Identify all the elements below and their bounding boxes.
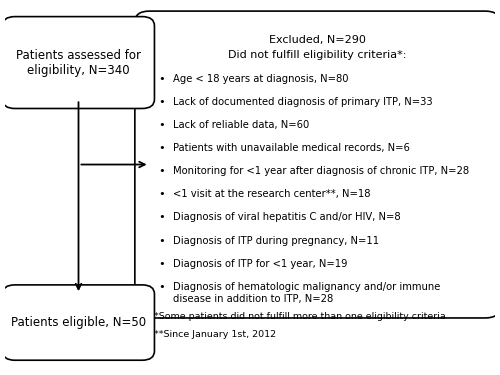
Text: •: •	[158, 143, 165, 153]
Text: •: •	[158, 74, 165, 84]
Text: •: •	[158, 259, 165, 269]
Text: •: •	[158, 213, 165, 222]
Text: Patients with unavailable medical records, N=6: Patients with unavailable medical record…	[173, 143, 410, 153]
Text: •: •	[158, 97, 165, 107]
FancyBboxPatch shape	[135, 11, 500, 318]
Text: Age < 18 years at diagnosis, N=80: Age < 18 years at diagnosis, N=80	[173, 74, 348, 84]
Text: Diagnosis of viral hepatitis C and/or HIV, N=8: Diagnosis of viral hepatitis C and/or HI…	[173, 213, 400, 222]
Text: •: •	[158, 189, 165, 200]
Text: Diagnosis of hematologic malignancy and/or immune
disease in addition to ITP, N=: Diagnosis of hematologic malignancy and/…	[173, 282, 440, 303]
Text: •: •	[158, 282, 165, 292]
Text: Lack of documented diagnosis of primary ITP, N=33: Lack of documented diagnosis of primary …	[173, 97, 432, 107]
Text: Lack of reliable data, N=60: Lack of reliable data, N=60	[173, 120, 310, 130]
Text: •: •	[158, 236, 165, 246]
Text: *Some patients did not fulfill more than one eligibility criteria: *Some patients did not fulfill more than…	[154, 312, 446, 321]
Text: Diagnosis of ITP for <1 year, N=19: Diagnosis of ITP for <1 year, N=19	[173, 259, 348, 269]
Text: Patients eligible, N=50: Patients eligible, N=50	[11, 316, 146, 329]
Text: Patients assessed for
eligibility, N=340: Patients assessed for eligibility, N=340	[16, 48, 141, 76]
Text: **Since January 1st, 2012: **Since January 1st, 2012	[154, 330, 276, 339]
Text: Diagnosis of ITP during pregnancy, N=11: Diagnosis of ITP during pregnancy, N=11	[173, 236, 379, 246]
Text: Monitoring for <1 year after diagnosis of chronic ITP, N=28: Monitoring for <1 year after diagnosis o…	[173, 166, 469, 176]
Text: Excluded, N=290
Did not fulfill eligibility criteria*:: Excluded, N=290 Did not fulfill eligibil…	[228, 35, 406, 60]
FancyBboxPatch shape	[2, 285, 154, 360]
Text: •: •	[158, 120, 165, 130]
FancyBboxPatch shape	[2, 16, 154, 108]
Text: <1 visit at the research center**, N=18: <1 visit at the research center**, N=18	[173, 189, 370, 200]
Text: •: •	[158, 166, 165, 176]
